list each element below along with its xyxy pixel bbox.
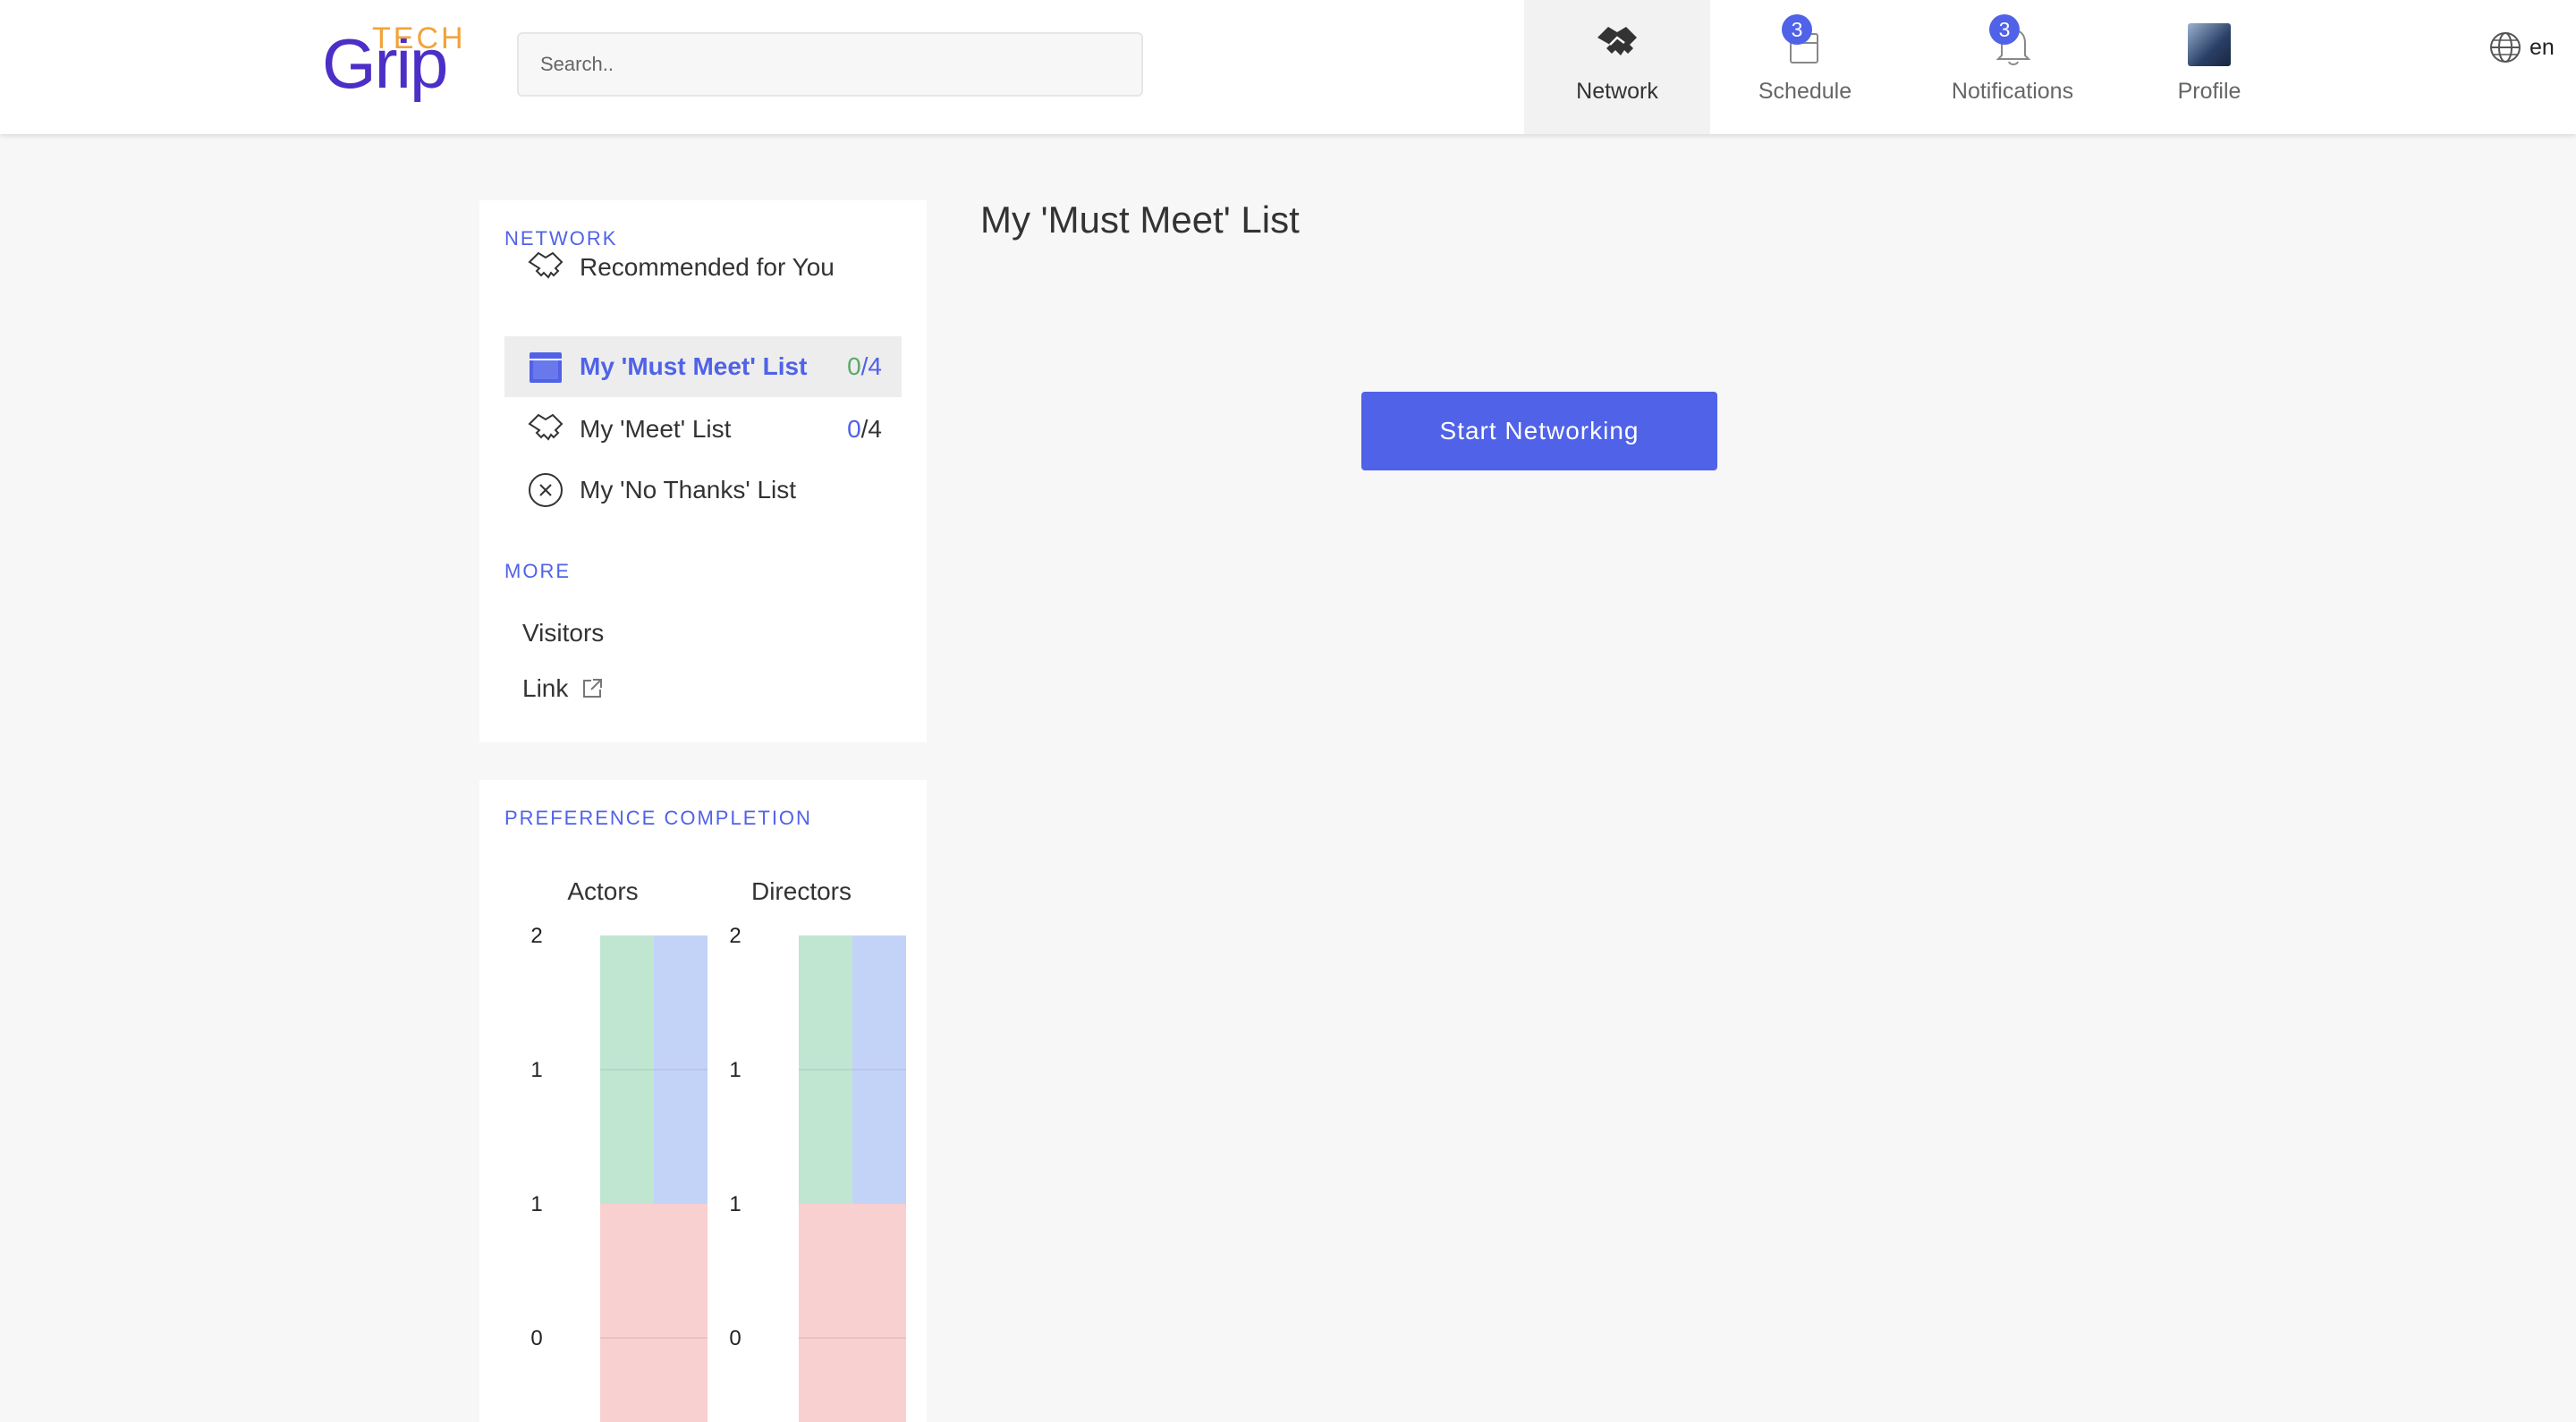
nav-network[interactable]: Network bbox=[1524, 0, 1710, 134]
handshake-icon bbox=[526, 410, 565, 449]
handshake-icon bbox=[1592, 20, 1642, 70]
menu-meet-label: My 'Meet' List bbox=[580, 415, 732, 443]
nav-schedule-label: Schedule bbox=[1758, 79, 1852, 104]
network-menu-card: NETWORK Recommended for You My 'Must Mee… bbox=[479, 200, 927, 742]
network-section-title: NETWORK bbox=[504, 227, 618, 250]
more-section-title: MORE bbox=[504, 560, 571, 582]
preference-chart: Actors 2 1 1 0 Directors 2 1 1 0 bbox=[530, 877, 906, 1422]
search-input[interactable] bbox=[517, 32, 1143, 97]
nav-notifications-label: Notifications bbox=[1951, 79, 2074, 104]
calendar-icon: 3 bbox=[1780, 14, 1830, 70]
chart-y-tick-0-1: 1 bbox=[530, 1058, 542, 1082]
preference-completion-card: PREFERENCE COMPLETION Actors 2 1 1 0 Director… bbox=[479, 780, 927, 1422]
logo[interactable]: Grip TECH bbox=[322, 23, 476, 104]
chart-panel-label-0: Actors bbox=[567, 877, 638, 905]
menu-must-meet-count: 0/4 bbox=[847, 352, 882, 380]
close-circle-icon bbox=[526, 470, 565, 510]
visitors-link[interactable]: Visitors bbox=[522, 619, 604, 648]
language-label: en bbox=[2529, 34, 2555, 60]
visitors-label: Visitors bbox=[522, 619, 605, 647]
chart-y-tick-0-0: 2 bbox=[530, 924, 542, 948]
chart-y-tick-1-0: 2 bbox=[729, 924, 741, 948]
chart-y-tick-1-1: 1 bbox=[729, 1058, 741, 1082]
start-networking-button[interactable]: Start Networking bbox=[1361, 392, 1717, 470]
logo-sup-text: TECH bbox=[372, 21, 466, 55]
menu-no-thanks[interactable]: My 'No Thanks' List bbox=[504, 460, 902, 521]
chart-panel-label-1: Directors bbox=[751, 877, 852, 905]
chart-y-tick-1-3: 0 bbox=[729, 1326, 741, 1350]
schedule-badge: 3 bbox=[1782, 14, 1812, 45]
bell-icon: 3 bbox=[1987, 14, 2038, 70]
menu-must-meet[interactable]: My 'Must Meet' List 0/4 bbox=[504, 336, 902, 397]
menu-meet-count: 0/4 bbox=[847, 415, 882, 443]
top-header: Grip TECH Network 3 Schedule 3 bbox=[0, 0, 2576, 134]
notifications-badge: 3 bbox=[1989, 14, 2020, 45]
chart-bar-red-1 bbox=[799, 1204, 906, 1422]
globe-icon bbox=[2490, 32, 2521, 63]
language-selector[interactable]: en bbox=[2488, 30, 2555, 64]
page-title: My 'Must Meet' List bbox=[980, 199, 1300, 241]
chart-y-tick-1-2: 1 bbox=[729, 1192, 741, 1216]
chart-bar-green-0 bbox=[600, 935, 654, 1204]
external-link[interactable]: Link bbox=[522, 674, 604, 703]
menu-no-thanks-label: My 'No Thanks' List bbox=[580, 476, 797, 504]
nav-notifications[interactable]: 3 Notifications bbox=[1941, 0, 2084, 134]
handshake-icon bbox=[526, 248, 565, 287]
profile-avatar bbox=[2184, 20, 2234, 70]
chart-bar-blue-0 bbox=[654, 935, 708, 1204]
chart-bar-red-0 bbox=[600, 1204, 708, 1422]
nav-schedule[interactable]: 3 Schedule bbox=[1739, 0, 1871, 134]
menu-recommended-label: Recommended for You bbox=[580, 253, 835, 281]
menu-meet[interactable]: My 'Meet' List 0/4 bbox=[504, 399, 902, 460]
chart-bar-green-1 bbox=[799, 935, 852, 1204]
nav-network-label: Network bbox=[1576, 79, 1658, 104]
logo-main-text: Grip bbox=[322, 24, 448, 103]
chart-y-tick-0-2: 1 bbox=[530, 1192, 542, 1216]
menu-recommended[interactable]: Recommended for You bbox=[504, 237, 902, 298]
nav-profile[interactable]: Profile bbox=[2165, 0, 2254, 134]
external-link-icon bbox=[583, 679, 603, 698]
nav-profile-label: Profile bbox=[2177, 79, 2241, 104]
calendar-icon bbox=[526, 347, 565, 386]
menu-must-meet-label: My 'Must Meet' List bbox=[580, 352, 808, 380]
chart-y-tick-0-3: 0 bbox=[530, 1326, 542, 1350]
external-link-label: Link bbox=[522, 674, 569, 702]
chart-bar-blue-1 bbox=[852, 935, 906, 1204]
preference-section-title: PREFERENCE COMPLETION bbox=[504, 807, 812, 829]
